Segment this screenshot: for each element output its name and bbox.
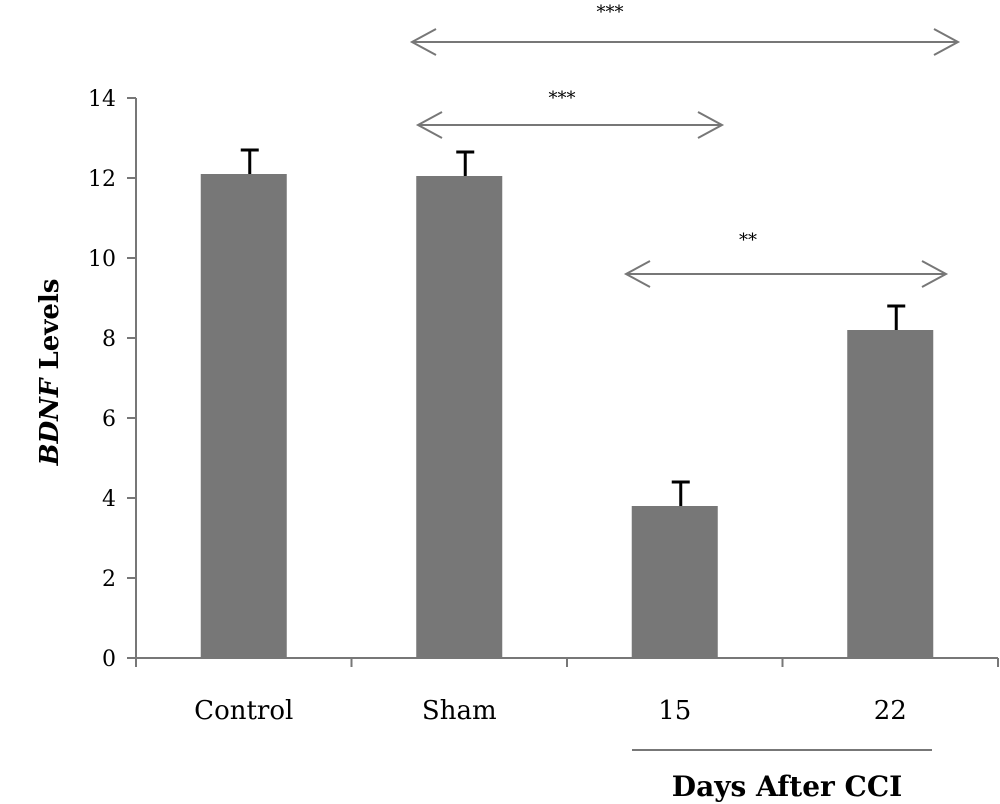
arrow-head-right — [933, 28, 961, 56]
bars — [200, 174, 934, 658]
arrow-head-right — [697, 111, 725, 139]
significance-label: *** — [549, 88, 576, 109]
significance-label: *** — [597, 2, 624, 23]
y-axis-label-italic: BDNF — [35, 377, 65, 466]
y-tick-label: 10 — [88, 247, 116, 272]
group-label: Days After CCI — [672, 770, 902, 803]
y-tick-label: 0 — [102, 647, 116, 672]
y-axis-label-rest: Levels — [35, 279, 65, 379]
y-tick-label: 14 — [88, 87, 116, 112]
y-tick-label: 6 — [102, 407, 116, 432]
significance-arrow: *** — [415, 88, 725, 139]
significance-arrow: ** — [623, 230, 949, 288]
y-ticks: 0 2 4 6 8 10 12 14 — [88, 87, 136, 672]
category-label: 15 — [658, 696, 691, 726]
arrow-head-right — [921, 260, 949, 288]
error-bars — [240, 148, 906, 506]
category-label: 22 — [874, 696, 907, 726]
bar — [416, 176, 503, 658]
category-labels: Control Sham 15 22 — [194, 696, 907, 726]
y-tick-label: 8 — [102, 327, 116, 352]
arrow-head-left — [415, 111, 443, 139]
x-ticks — [135, 658, 999, 667]
y-tick-label: 4 — [102, 487, 116, 512]
category-label: Sham — [422, 696, 497, 726]
significance-label: ** — [739, 230, 757, 251]
y-axis-label: BDNF Levels — [35, 279, 65, 467]
bar — [200, 174, 287, 658]
arrow-head-left — [623, 260, 651, 288]
bar — [847, 330, 934, 658]
bar — [631, 506, 718, 658]
y-tick-label: 2 — [102, 567, 116, 592]
significance-arrow: *** — [409, 2, 961, 56]
significance-annotations: ******** — [409, 2, 961, 288]
category-label: Control — [194, 696, 293, 726]
y-tick-label: 12 — [88, 167, 116, 192]
arrow-head-left — [409, 28, 437, 56]
